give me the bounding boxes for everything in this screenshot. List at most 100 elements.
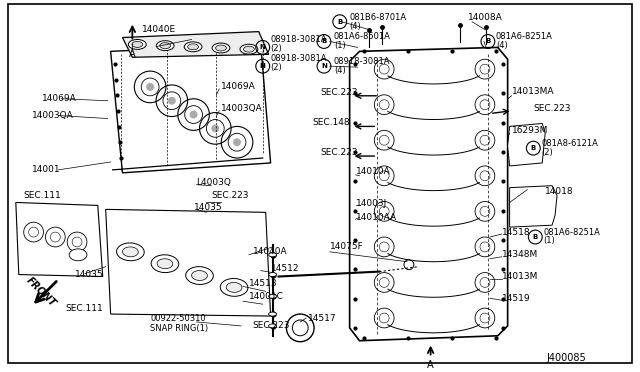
Text: L4003Q: L4003Q bbox=[196, 178, 232, 187]
Text: 14013MA: 14013MA bbox=[511, 87, 554, 96]
Ellipse shape bbox=[269, 312, 276, 316]
Ellipse shape bbox=[269, 324, 276, 328]
Ellipse shape bbox=[69, 249, 87, 261]
Polygon shape bbox=[508, 124, 545, 166]
Ellipse shape bbox=[269, 253, 276, 257]
Ellipse shape bbox=[129, 39, 146, 49]
Polygon shape bbox=[111, 44, 271, 173]
Text: (2): (2) bbox=[271, 62, 282, 72]
Text: 14013M: 14013M bbox=[502, 272, 538, 281]
Text: 14035: 14035 bbox=[193, 203, 222, 212]
Text: SEC.223: SEC.223 bbox=[211, 191, 249, 200]
Text: 14069A: 14069A bbox=[221, 83, 256, 92]
Text: N: N bbox=[260, 63, 266, 69]
Text: SEC.111: SEC.111 bbox=[24, 191, 61, 200]
Text: B: B bbox=[485, 38, 490, 45]
Text: B: B bbox=[531, 145, 536, 151]
Text: B: B bbox=[532, 234, 538, 240]
Text: (4): (4) bbox=[334, 65, 346, 75]
Polygon shape bbox=[106, 209, 271, 316]
Text: (4): (4) bbox=[496, 41, 508, 50]
Text: 14075F: 14075F bbox=[330, 243, 364, 251]
Text: 14517: 14517 bbox=[308, 314, 337, 323]
Text: 14010AA: 14010AA bbox=[356, 213, 397, 222]
Text: A: A bbox=[428, 360, 434, 371]
Text: 00922-50310: 00922-50310 bbox=[150, 314, 205, 324]
Text: 081B6-8701A: 081B6-8701A bbox=[349, 13, 407, 22]
Text: SEC.223: SEC.223 bbox=[533, 104, 571, 113]
Text: (1): (1) bbox=[334, 41, 346, 50]
Polygon shape bbox=[509, 186, 557, 227]
Text: (2): (2) bbox=[271, 44, 282, 53]
Text: 14010A: 14010A bbox=[356, 167, 390, 176]
Ellipse shape bbox=[212, 43, 230, 53]
Circle shape bbox=[168, 97, 176, 105]
Ellipse shape bbox=[226, 282, 242, 292]
Text: 081A6-8501A: 081A6-8501A bbox=[334, 32, 390, 41]
Text: SEC.223: SEC.223 bbox=[320, 88, 358, 97]
Ellipse shape bbox=[122, 247, 138, 257]
Text: 14519: 14519 bbox=[502, 294, 531, 303]
Text: 14018: 14018 bbox=[545, 187, 574, 196]
Text: (1): (1) bbox=[543, 237, 555, 246]
Polygon shape bbox=[349, 47, 508, 341]
Ellipse shape bbox=[160, 43, 171, 49]
Text: 14512: 14512 bbox=[271, 264, 299, 273]
Text: N: N bbox=[321, 63, 327, 69]
Ellipse shape bbox=[220, 279, 248, 296]
Text: SEC.111: SEC.111 bbox=[65, 304, 103, 312]
Text: 14003QA: 14003QA bbox=[221, 104, 263, 113]
Text: B: B bbox=[337, 19, 342, 25]
Text: 14003J: 14003J bbox=[356, 199, 387, 208]
Text: J400085: J400085 bbox=[547, 353, 587, 362]
Text: (2): (2) bbox=[541, 148, 553, 157]
Ellipse shape bbox=[132, 42, 143, 47]
Text: A: A bbox=[129, 49, 136, 60]
Text: 14513: 14513 bbox=[249, 279, 278, 288]
Ellipse shape bbox=[186, 267, 213, 285]
Text: 081A6-8251A: 081A6-8251A bbox=[496, 32, 553, 41]
Ellipse shape bbox=[191, 270, 207, 280]
Text: 08918-3081A: 08918-3081A bbox=[271, 35, 327, 44]
Polygon shape bbox=[16, 202, 103, 276]
Text: 16293M: 16293M bbox=[511, 126, 548, 135]
Ellipse shape bbox=[157, 259, 173, 269]
Text: 081A6-8251A: 081A6-8251A bbox=[543, 228, 600, 237]
Text: 14348M: 14348M bbox=[502, 250, 538, 259]
Text: 14001: 14001 bbox=[31, 166, 60, 174]
Text: 14518: 14518 bbox=[502, 228, 531, 237]
Text: 081A8-6121A: 081A8-6121A bbox=[541, 139, 598, 148]
Text: 14001C: 14001C bbox=[249, 292, 284, 301]
Circle shape bbox=[211, 125, 220, 132]
Text: B: B bbox=[321, 38, 326, 45]
Text: SEC.223: SEC.223 bbox=[253, 321, 291, 330]
Text: 14008A: 14008A bbox=[468, 13, 503, 22]
Text: SNAP RING(1): SNAP RING(1) bbox=[150, 324, 208, 333]
Text: SEC.148: SEC.148 bbox=[312, 118, 349, 127]
Text: 14035: 14035 bbox=[75, 270, 104, 279]
Text: N: N bbox=[260, 44, 266, 50]
Text: SEC.223: SEC.223 bbox=[320, 148, 358, 157]
Text: 14040E: 14040E bbox=[142, 25, 177, 34]
Circle shape bbox=[146, 83, 154, 91]
Text: 14069A: 14069A bbox=[42, 94, 76, 103]
Text: 08918-3081A: 08918-3081A bbox=[271, 54, 327, 63]
Ellipse shape bbox=[216, 45, 227, 51]
Text: 08918-3081A: 08918-3081A bbox=[334, 57, 390, 66]
Circle shape bbox=[233, 138, 241, 146]
Text: 14040A: 14040A bbox=[253, 247, 287, 256]
Ellipse shape bbox=[151, 255, 179, 273]
Ellipse shape bbox=[116, 243, 144, 261]
Ellipse shape bbox=[184, 42, 202, 52]
Ellipse shape bbox=[188, 44, 198, 50]
Ellipse shape bbox=[156, 41, 174, 51]
Circle shape bbox=[189, 110, 198, 119]
Text: (4): (4) bbox=[349, 22, 362, 31]
Text: FRONT: FRONT bbox=[25, 276, 58, 309]
Ellipse shape bbox=[269, 273, 276, 276]
Ellipse shape bbox=[243, 46, 254, 52]
Text: 14003QA: 14003QA bbox=[31, 111, 74, 120]
Ellipse shape bbox=[240, 44, 258, 54]
Ellipse shape bbox=[269, 294, 276, 298]
Polygon shape bbox=[122, 32, 269, 57]
